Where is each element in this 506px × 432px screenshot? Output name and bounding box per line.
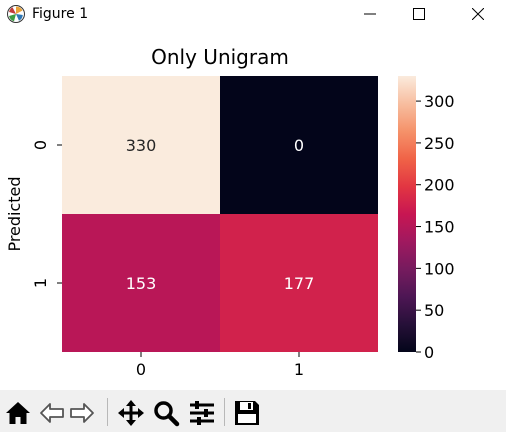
- figure-canvas[interactable]: Only Unigram330015317701Truth01Predicted…: [0, 28, 506, 390]
- window-title: Figure 1: [32, 6, 89, 22]
- y-tick-label: 1: [31, 278, 50, 288]
- maximize-icon: [413, 8, 425, 20]
- colorbar-tick-label: 150: [424, 218, 455, 237]
- confusion-matrix-heatmap: Only Unigram330015317701Truth01Predicted…: [5, 45, 455, 379]
- cell-annotation: 177: [284, 274, 315, 293]
- colorbar-tick-label: 250: [424, 134, 455, 153]
- heatmap-cell: [220, 214, 378, 352]
- heatmap-cell: [62, 214, 220, 352]
- y-axis-label: Predicted: [5, 176, 24, 251]
- chart-title: Only Unigram: [151, 45, 289, 69]
- heatmap-cell: [62, 76, 220, 214]
- home-icon: [6, 402, 30, 424]
- close-icon: [472, 8, 484, 20]
- x-tick-label: 0: [136, 360, 146, 379]
- save-button[interactable]: [233, 399, 261, 427]
- forward-icon: [70, 403, 94, 423]
- heatmap-cell: [220, 76, 378, 214]
- back-button[interactable]: [38, 399, 66, 427]
- configure-subplots-icon: [190, 401, 214, 425]
- toolbar-separator: [224, 398, 225, 426]
- maximize-button[interactable]: [396, 0, 442, 28]
- colorbar-tick-label: 300: [424, 92, 455, 111]
- back-icon: [40, 403, 64, 423]
- cell-annotation: 0: [294, 136, 304, 155]
- home-button[interactable]: [4, 399, 32, 427]
- pan-button[interactable]: [117, 399, 145, 427]
- toolbar-separator: [107, 398, 108, 426]
- y-tick-label: 0: [31, 140, 50, 150]
- navigation-toolbar: [0, 390, 506, 432]
- minimize-icon: [364, 13, 376, 15]
- colorbar-tick-label: 0: [424, 343, 434, 362]
- pan-icon: [118, 400, 144, 426]
- colorbar: [398, 76, 416, 352]
- x-tick-label: 1: [294, 360, 304, 379]
- close-button[interactable]: [455, 0, 501, 28]
- cell-annotation: 153: [126, 274, 157, 293]
- colorbar-tick-label: 100: [424, 259, 455, 278]
- title-bar[interactable]: Figure 1: [0, 0, 506, 28]
- zoom-button[interactable]: [152, 399, 180, 427]
- configure-subplots-button[interactable]: [188, 399, 216, 427]
- colorbar-tick-label: 50: [424, 301, 444, 320]
- colorbar-tick-label: 200: [424, 176, 455, 195]
- cell-annotation: 330: [126, 136, 157, 155]
- zoom-icon: [154, 401, 180, 427]
- minimize-button[interactable]: [347, 0, 393, 28]
- matplotlib-logo-icon: [7, 5, 25, 23]
- save-icon: [235, 401, 259, 425]
- forward-button[interactable]: [68, 399, 96, 427]
